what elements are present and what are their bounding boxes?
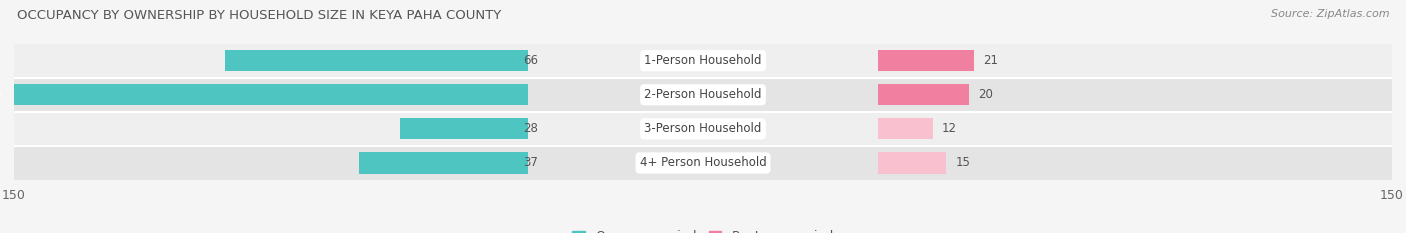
Bar xyxy=(399,118,529,140)
Bar xyxy=(14,146,1392,180)
Text: 124: 124 xyxy=(0,88,1,101)
Text: 20: 20 xyxy=(979,88,994,101)
Bar xyxy=(14,44,1392,78)
Text: 21: 21 xyxy=(983,54,998,67)
Legend: Owner-occupied, Renter-occupied: Owner-occupied, Renter-occupied xyxy=(568,225,838,233)
Text: 4+ Person Household: 4+ Person Household xyxy=(640,157,766,169)
Bar xyxy=(14,112,1392,146)
Bar xyxy=(14,78,1392,112)
Text: 28: 28 xyxy=(523,122,537,135)
Bar xyxy=(0,84,529,105)
Bar xyxy=(877,152,946,174)
Bar xyxy=(877,50,974,71)
Text: 15: 15 xyxy=(956,157,970,169)
Text: 37: 37 xyxy=(523,157,537,169)
Bar xyxy=(359,152,529,174)
Bar xyxy=(225,50,529,71)
Text: OCCUPANCY BY OWNERSHIP BY HOUSEHOLD SIZE IN KEYA PAHA COUNTY: OCCUPANCY BY OWNERSHIP BY HOUSEHOLD SIZE… xyxy=(17,9,501,22)
Text: 3-Person Household: 3-Person Household xyxy=(644,122,762,135)
Text: Source: ZipAtlas.com: Source: ZipAtlas.com xyxy=(1271,9,1389,19)
Bar xyxy=(877,84,969,105)
Text: 66: 66 xyxy=(523,54,537,67)
Text: 1-Person Household: 1-Person Household xyxy=(644,54,762,67)
Bar xyxy=(877,118,932,140)
Text: 2-Person Household: 2-Person Household xyxy=(644,88,762,101)
Text: 12: 12 xyxy=(942,122,957,135)
